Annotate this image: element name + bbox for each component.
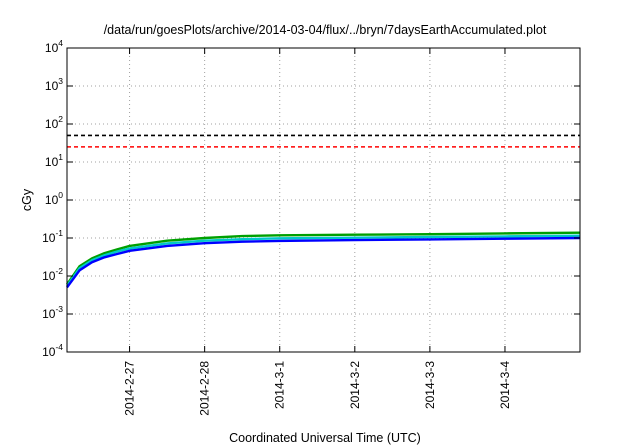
y-tick-label: 10-2 [42, 266, 63, 283]
series-line [66, 231, 581, 286]
reference-lines [67, 134, 580, 148]
y-tick-label: 101 [45, 152, 63, 169]
x-tick-label: 2014-3-1 [273, 361, 287, 409]
y-axis-label: cGy [20, 188, 34, 211]
x-tick-label: 2014-2-28 [198, 361, 212, 416]
x-tick-label: 2014-3-2 [348, 361, 362, 409]
x-ticks: 2014-2-27 2014-2-28 2014-3-1 2014-3-2 2014-3… [123, 361, 512, 416]
y-tick-label: 10-1 [42, 228, 63, 245]
grid [67, 48, 580, 352]
plot-frame [66, 47, 581, 353]
series-line [66, 236, 581, 289]
plot-border [66, 47, 581, 353]
y-tick-label: 102 [45, 114, 63, 131]
chart-title: /data/run/goesPlots/archive/2014-03-04/f… [104, 23, 547, 37]
y-tick-label: 10-3 [42, 304, 63, 321]
y-tick-label: 100 [45, 190, 63, 207]
y-tick-label: 103 [45, 76, 63, 93]
series-layer [66, 231, 581, 289]
x-tick-label: 2014-2-27 [123, 361, 137, 416]
y-ticks: 10-4 10-3 10-2 10-1 100 101 102 103 104 [42, 38, 63, 359]
y-tick-label: 10-4 [42, 342, 63, 359]
x-tick-label: 2014-3-3 [423, 361, 437, 409]
series-line [66, 234, 581, 287]
x-tick-label: 2014-3-4 [498, 361, 512, 409]
x-axis-label: Coordinated Universal Time (UTC) [229, 431, 421, 445]
y-tick-label: 104 [45, 38, 63, 55]
